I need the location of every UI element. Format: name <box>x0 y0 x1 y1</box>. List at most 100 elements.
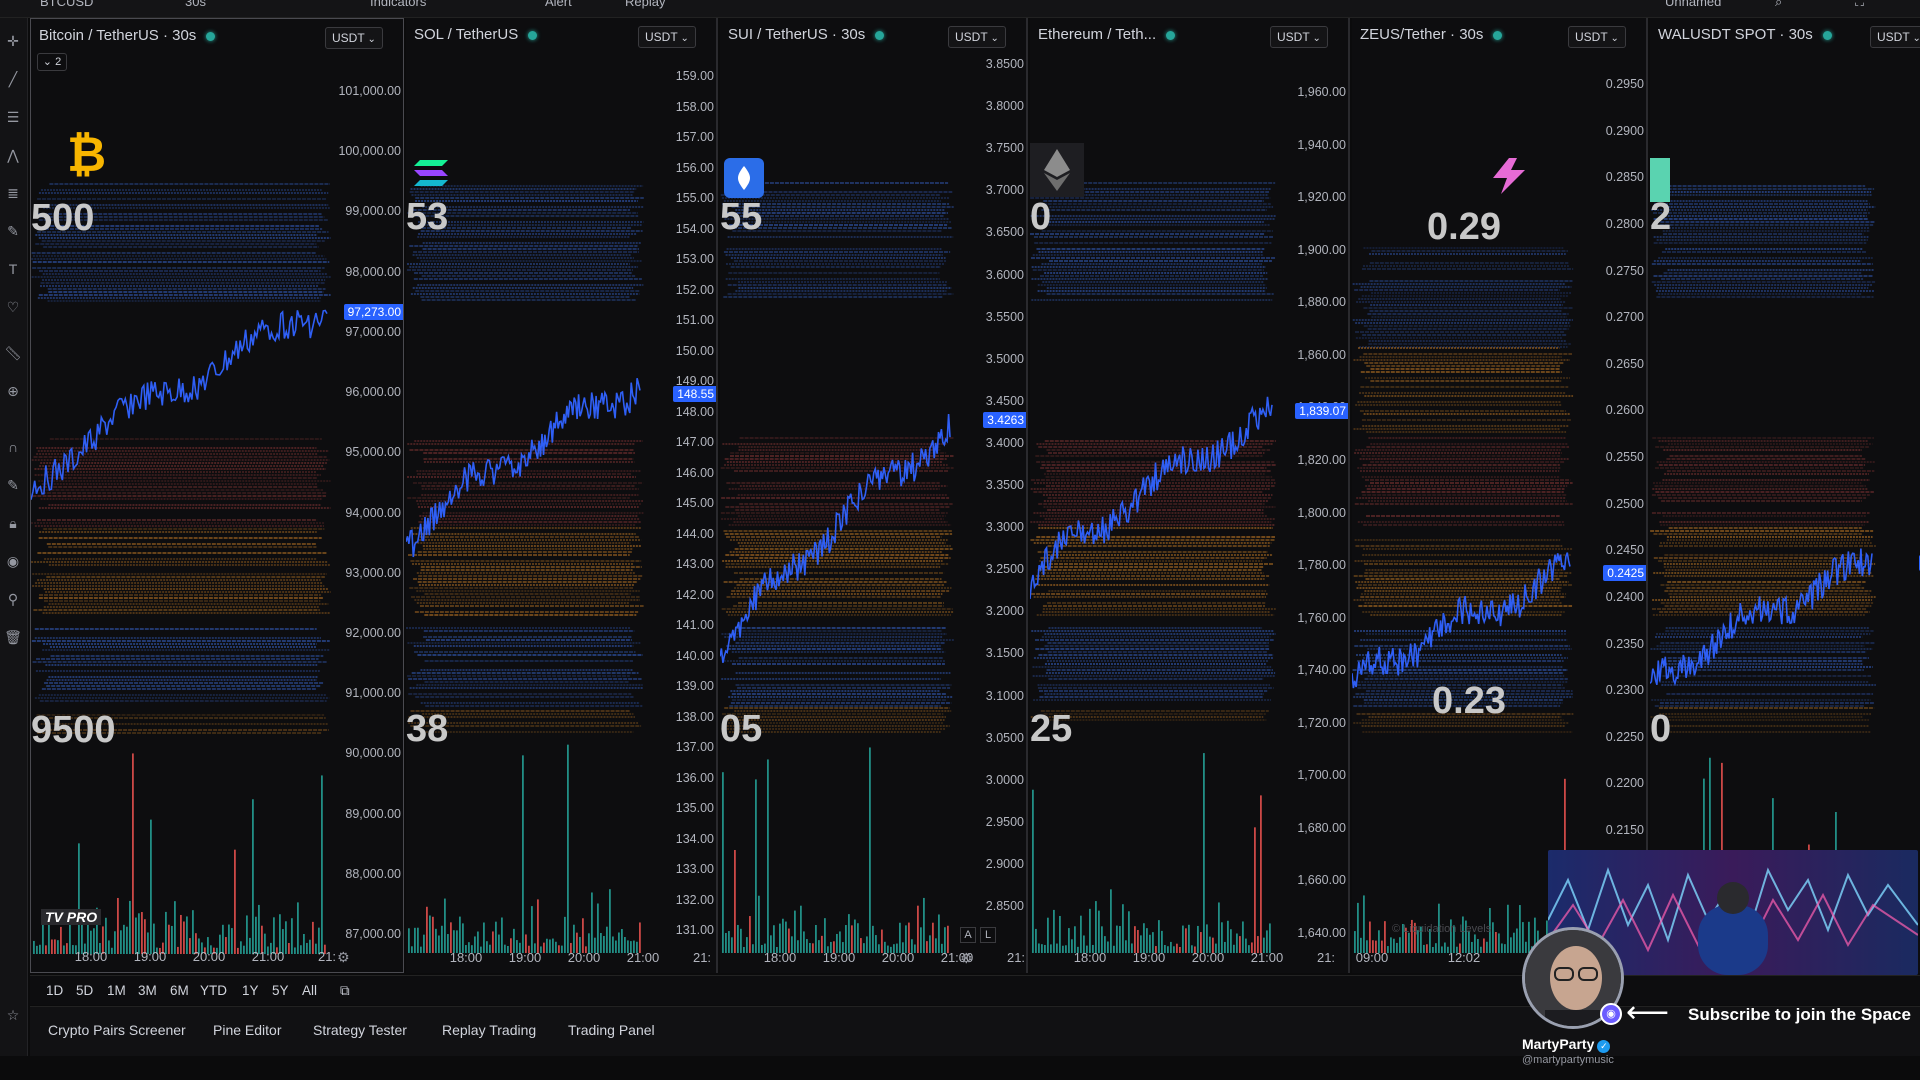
symbol-legend[interactable]: WALUSDT SPOT · 30s <box>1658 26 1832 43</box>
bottom-tab[interactable]: Pine Editor <box>213 1022 282 1038</box>
range-button[interactable]: 1Y <box>242 983 259 998</box>
range-button[interactable]: 5Y <box>272 983 289 998</box>
price-tick-label: 1,940.00 <box>1297 137 1346 152</box>
price-plot[interactable] <box>406 18 644 973</box>
currency-select[interactable]: USDT <box>1270 26 1328 48</box>
settings-gear-icon[interactable]: ⚙ <box>337 949 350 965</box>
price-plot[interactable] <box>31 19 331 973</box>
settings-gear-icon[interactable]: ⚙ <box>960 950 973 966</box>
volume-bar <box>1224 941 1226 953</box>
range-button[interactable]: 1D <box>46 983 64 998</box>
collapse-indicators-button[interactable]: ⌄ 2 <box>37 53 67 71</box>
log-scale-button[interactable]: L <box>980 927 996 943</box>
date-range-calendar-icon[interactable]: ⧉ <box>340 983 350 998</box>
price-tick-label: 0.2250 <box>1605 729 1644 744</box>
currency-select[interactable]: USDT <box>948 26 1006 48</box>
volume-bar <box>588 933 590 953</box>
price-axis[interactable]: 101,000.00 100,000.00 99,000.00 98,000.00 97… <box>331 19 403 972</box>
range-button[interactable]: 6M <box>170 983 189 998</box>
price-tick-label: 138.00 <box>675 709 714 724</box>
alert-button[interactable]: Alert <box>545 0 572 9</box>
market-open-icon <box>206 31 216 41</box>
star-icon[interactable]: ☆ <box>6 1007 20 1023</box>
currency-select[interactable]: USDT <box>325 27 383 49</box>
price-axis[interactable]: 0.800.780.760.740.720.700.680.660.640.62… <box>1876 18 1920 973</box>
chart-panel[interactable]: Bitcoin / TetherUS · 30s ⌄ 2 USDT 500 9500 ₿ 1… <box>30 18 404 973</box>
time-axis[interactable]: 18:00 19:00 20:00 21:00 21: <box>406 945 711 973</box>
price-plot[interactable] <box>1030 18 1276 973</box>
bottom-tab[interactable]: Replay Trading <box>442 1022 537 1038</box>
symbol-legend[interactable]: SUI / TetherUS · 30s <box>728 26 885 43</box>
crosshair-icon[interactable]: ✛ <box>7 33 19 49</box>
time-axis[interactable]: 18:00 19:00 20:00 21:00 21: <box>720 945 1025 973</box>
range-button[interactable]: All <box>302 983 318 998</box>
price-axis[interactable]: 3.8500 3.8000 3.7500 3.7000 3.6500 3.6000 3.55… <box>954 18 1026 973</box>
range-button[interactable]: YTD <box>200 983 227 998</box>
bottom-tab[interactable]: Trading Panel <box>568 1022 655 1038</box>
replay-button[interactable]: Replay <box>625 0 666 9</box>
range-button[interactable]: 1M <box>107 983 126 998</box>
price-plot[interactable] <box>720 18 954 973</box>
time-axis[interactable]: 18:00 19:00 20:00 21:00 21: <box>31 944 336 972</box>
layout-name-button[interactable]: Unnamed <box>1665 0 1722 9</box>
bottom-tab[interactable]: Strategy Tester <box>313 1022 407 1038</box>
symbol-legend[interactable]: SOL / TetherUS <box>414 26 538 43</box>
volume-bar <box>905 925 907 953</box>
volume-bar <box>1432 946 1434 953</box>
magnet-icon[interactable]: ∩ <box>7 439 19 455</box>
volume-bar <box>785 921 787 953</box>
pattern-icon[interactable]: ⋀ <box>7 147 19 163</box>
price-tick-label: 3.3500 <box>985 478 1024 492</box>
price-axis[interactable]: 1,960.00 1,940.00 1,920.00 1,900.00 1,880.00… <box>1276 18 1348 973</box>
trash-icon[interactable]: 🗑︎ <box>4 629 22 645</box>
currency-select[interactable]: USDT <box>638 26 696 48</box>
price-tick-label: 140.00 <box>675 648 714 663</box>
price-axis[interactable]: 159.00 158.00 157.00 156.00 155.00 154.00 153.… <box>644 18 716 973</box>
price-axis[interactable]: 0.2950 0.2900 0.2850 0.2800 0.2750 0.2700 0.26… <box>1574 18 1646 973</box>
price-plot[interactable] <box>1650 18 1876 973</box>
volume-bar <box>1354 931 1356 953</box>
lock-icon[interactable]: 🔒︎ <box>9 515 17 531</box>
price-plot[interactable] <box>1352 18 1574 973</box>
last-price-tag: 0.58 <box>1918 555 1920 571</box>
range-button[interactable]: 3M <box>138 983 157 998</box>
ruler-icon[interactable]: 📏︎ <box>4 345 22 361</box>
chart-panel[interactable]: SOL / TetherUS USDT 53 38 159.00 158.00 157.00… <box>406 18 718 973</box>
chart-panel[interactable]: ZEUS/Tether · 30s USDT 0.29 0.23 0.2950 0.290… <box>1352 18 1648 973</box>
chart-panel[interactable]: Ethereum / Teth... USDT 0 25 1,960.00 1,940.0… <box>1030 18 1350 973</box>
volume-bar <box>543 942 545 953</box>
price-tick-label: 95,000.00 <box>345 445 401 460</box>
fullscreen-icon[interactable]: ⛶ <box>1855 0 1865 9</box>
user-handle: @martypartymusic <box>1522 1054 1614 1066</box>
auto-scale-button[interactable]: A <box>960 927 976 943</box>
forecast-icon[interactable]: ≣ <box>7 185 19 201</box>
brush-icon[interactable]: ✎ <box>7 223 19 239</box>
time-axis[interactable]: 18:00 19:00 20:00 21:00 21: <box>1030 945 1335 973</box>
chart-panel[interactable]: SUI / TetherUS · 30s USDT 55 05 3.8500 3.8000… <box>720 18 1028 973</box>
text-icon[interactable]: T <box>8 261 18 277</box>
trendline-icon[interactable]: ╱ <box>8 71 18 87</box>
lock-drawing-icon[interactable]: ✎ <box>7 477 19 493</box>
eye-icon[interactable]: ◉ <box>6 553 20 569</box>
link-icon[interactable]: ⚲ <box>7 591 19 607</box>
range-button[interactable]: 5D <box>76 983 94 998</box>
bottom-tab[interactable]: Crypto Pairs Screener <box>48 1022 186 1038</box>
currency-select[interactable]: USDT <box>1870 26 1920 48</box>
price-tick-label: 3.4500 <box>985 393 1024 408</box>
chart-panel[interactable]: WALUSDT SPOT · 30s USDT 2 0 0.800.780.760.74… <box>1650 18 1920 973</box>
interval-button[interactable]: 30s <box>185 0 206 9</box>
volume-bar <box>1131 943 1133 953</box>
symbol-legend[interactable]: Bitcoin / TetherUS · 30s <box>39 27 216 44</box>
currency-select[interactable]: USDT <box>1568 26 1626 48</box>
heart-icon[interactable]: ♡ <box>6 299 20 315</box>
symbol-legend[interactable]: ZEUS/Tether · 30s <box>1360 26 1503 43</box>
indicators-button[interactable]: Indicators <box>370 0 427 9</box>
search-icon[interactable]: ⌕ <box>1775 0 1783 9</box>
symbol-search-button[interactable]: BTCUSD <box>40 0 94 9</box>
volume-bar <box>1372 940 1374 953</box>
zoom-icon[interactable]: ⊕ <box>7 383 19 399</box>
volume-bar <box>222 924 224 954</box>
fib-icon[interactable]: ☰ <box>6 109 20 125</box>
volume-bar <box>54 939 56 954</box>
symbol-legend[interactable]: Ethereum / Teth... <box>1038 26 1176 43</box>
